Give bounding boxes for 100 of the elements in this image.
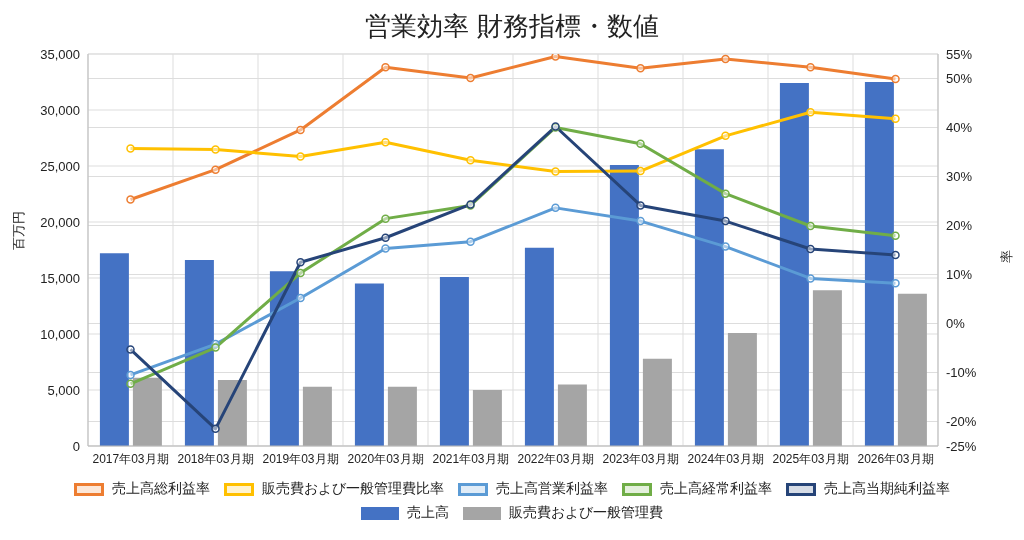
point <box>296 258 305 267</box>
y-tick-label: 10,000 <box>40 326 80 342</box>
y2-tick-label: 40% <box>946 120 973 136</box>
point <box>891 250 900 260</box>
x-tick-label: 2024年03月期 <box>687 451 764 466</box>
point <box>721 242 730 251</box>
x-tick-label: 2026年03月期 <box>857 451 934 466</box>
x-tick-label: 2018年03月期 <box>177 451 254 466</box>
point <box>636 63 645 73</box>
point <box>126 370 135 380</box>
point <box>466 73 475 83</box>
point <box>126 195 135 204</box>
y-tick-label: 0 <box>72 438 80 454</box>
y-tick-label: 20,000 <box>40 214 80 230</box>
x-tick-label: 2017年03月期 <box>92 451 169 466</box>
point <box>126 345 135 354</box>
point <box>211 343 220 352</box>
legend-label: 売上高経常利益率 <box>660 480 772 498</box>
point <box>806 62 815 72</box>
y2-tick-label: -10% <box>946 365 977 381</box>
y2-axis-title: 率 <box>998 250 1014 263</box>
x-tick-label: 2021年03月期 <box>432 451 509 466</box>
y2-tick-label: -20% <box>946 414 977 430</box>
point <box>211 165 220 174</box>
bar <box>609 164 639 446</box>
bar <box>864 82 894 446</box>
point <box>296 125 305 135</box>
point <box>466 156 475 165</box>
point <box>381 62 390 72</box>
point <box>381 244 390 253</box>
bar <box>897 293 927 446</box>
y2-tick-label: 20% <box>946 218 973 234</box>
point <box>551 203 560 213</box>
point <box>381 233 390 242</box>
point <box>806 108 815 117</box>
bar <box>439 276 469 446</box>
x-tick-label: 2023年03月期 <box>602 451 679 466</box>
y2-tick-label: 0% <box>946 316 966 332</box>
legend-label: 売上高 <box>407 504 449 522</box>
point <box>636 139 645 148</box>
bar <box>557 384 587 446</box>
point <box>891 279 900 288</box>
point <box>296 268 305 278</box>
chart-title: 営業効率 財務指標・数値 <box>364 10 660 43</box>
y-axis-title: 百万円 <box>10 211 26 250</box>
point <box>806 244 815 254</box>
point <box>381 137 390 147</box>
legend-label: 販売費および一般管理費比率 <box>262 480 444 498</box>
x-tick-label: 2022年03月期 <box>517 451 594 466</box>
x-tick-label: 2025年03月期 <box>772 451 849 466</box>
legend-label: 売上高当期純利益率 <box>824 480 950 498</box>
bar <box>694 149 724 446</box>
point <box>551 167 560 176</box>
point <box>211 145 220 154</box>
legend-label: 売上高総利益率 <box>112 480 210 498</box>
point <box>891 74 900 84</box>
bar <box>217 379 247 446</box>
x-tick-label: 2020年03月期 <box>347 451 424 466</box>
y-tick-label: 35,000 <box>40 46 80 62</box>
bar <box>472 390 502 446</box>
y-tick-label: 15,000 <box>40 270 80 286</box>
point <box>721 54 730 64</box>
point <box>381 214 390 223</box>
bar <box>302 386 332 446</box>
point <box>806 221 815 231</box>
bar <box>269 271 299 446</box>
point <box>721 131 730 141</box>
point <box>636 166 645 176</box>
y2-tick-label: -25% <box>946 438 977 454</box>
bar <box>184 260 214 446</box>
bar <box>812 290 842 446</box>
y2-tick-label: 55% <box>946 46 973 62</box>
point <box>806 274 815 283</box>
bar <box>387 386 417 446</box>
bar <box>727 332 757 446</box>
point <box>721 216 730 226</box>
bar <box>642 358 672 446</box>
legend-label: 売上高営業利益率 <box>496 480 608 498</box>
y-tick-label: 25,000 <box>40 158 80 174</box>
y2-tick-label: 30% <box>946 169 973 185</box>
point <box>891 114 900 123</box>
point <box>721 189 730 198</box>
point <box>891 231 900 241</box>
point <box>551 54 560 61</box>
y2-tick-label: 50% <box>946 71 973 87</box>
bar <box>354 283 384 446</box>
point <box>296 293 305 303</box>
x-tick-label: 2019年03月期 <box>262 451 339 466</box>
bar <box>779 83 809 446</box>
point <box>211 424 220 434</box>
point <box>126 144 135 153</box>
y2-tick-label: 10% <box>946 267 973 283</box>
y-tick-label: 5,000 <box>47 382 80 398</box>
bar <box>132 377 162 446</box>
point <box>636 216 645 226</box>
point <box>296 152 305 161</box>
bar <box>99 253 129 446</box>
legend-label: 販売費および一般管理費 <box>509 504 663 522</box>
point <box>636 201 645 210</box>
point <box>126 379 135 389</box>
